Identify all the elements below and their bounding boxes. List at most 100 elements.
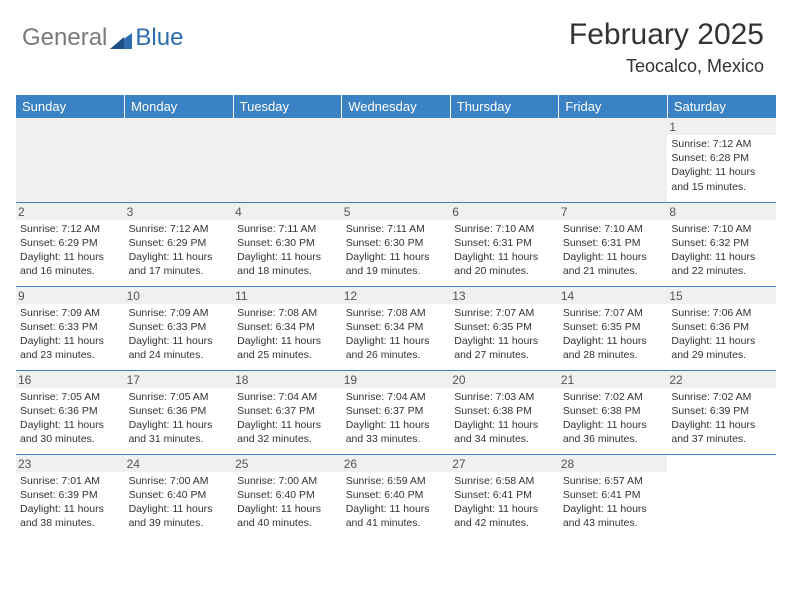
cell-line: Daylight: 11 hours [237, 502, 338, 516]
cell-line: Sunset: 6:29 PM [20, 236, 121, 250]
calendar-cell [667, 454, 776, 538]
day-header: Wednesday [342, 95, 451, 118]
cell-line: Sunrise: 7:02 AM [671, 390, 772, 404]
calendar-cell: 16Sunrise: 7:05 AMSunset: 6:36 PMDayligh… [16, 370, 125, 454]
cell-line: Sunset: 6:34 PM [346, 320, 447, 334]
calendar-cell [450, 118, 559, 202]
day-number: 13 [450, 287, 559, 304]
cell-line: and 19 minutes. [346, 264, 447, 278]
cell-line: and 37 minutes. [671, 432, 772, 446]
cell-line: and 26 minutes. [346, 348, 447, 362]
calendar-cell: 17Sunrise: 7:05 AMSunset: 6:36 PMDayligh… [125, 370, 234, 454]
day-number: 19 [342, 371, 451, 388]
calendar-cell: 21Sunrise: 7:02 AMSunset: 6:38 PMDayligh… [559, 370, 668, 454]
cell-line: Sunrise: 7:10 AM [563, 222, 664, 236]
cell-line: Sunset: 6:41 PM [454, 488, 555, 502]
cell-line: Sunset: 6:36 PM [671, 320, 772, 334]
cell-line: Sunrise: 7:08 AM [346, 306, 447, 320]
day-header: Tuesday [233, 95, 342, 118]
cell-line: and 24 minutes. [129, 348, 230, 362]
day-number: 2 [16, 203, 125, 220]
cell-line: Sunset: 6:30 PM [237, 236, 338, 250]
cell-line: Daylight: 11 hours [563, 334, 664, 348]
cell-line: and 31 minutes. [129, 432, 230, 446]
cell-line: Daylight: 11 hours [20, 502, 121, 516]
calendar-cell: 8Sunrise: 7:10 AMSunset: 6:32 PMDaylight… [667, 202, 776, 286]
day-number: 15 [667, 287, 776, 304]
cell-line: Sunrise: 7:09 AM [20, 306, 121, 320]
cell-line: Sunset: 6:29 PM [129, 236, 230, 250]
cell-line: Sunset: 6:40 PM [237, 488, 338, 502]
logo-text-blue: Blue [135, 24, 183, 52]
cell-line: and 25 minutes. [237, 348, 338, 362]
calendar-cell: 15Sunrise: 7:06 AMSunset: 6:36 PMDayligh… [667, 286, 776, 370]
day-header: Saturday [667, 95, 776, 118]
cell-line: Sunset: 6:35 PM [454, 320, 555, 334]
cell-line: Sunrise: 7:04 AM [237, 390, 338, 404]
cell-line: and 20 minutes. [454, 264, 555, 278]
day-number: 17 [125, 371, 234, 388]
cell-line: Sunrise: 7:02 AM [563, 390, 664, 404]
cell-line: and 38 minutes. [20, 516, 121, 530]
cell-line: and 34 minutes. [454, 432, 555, 446]
cell-line: and 16 minutes. [20, 264, 121, 278]
day-header-row: Sunday Monday Tuesday Wednesday Thursday… [16, 95, 776, 118]
cell-line: Daylight: 11 hours [671, 334, 772, 348]
cell-line: Daylight: 11 hours [20, 250, 121, 264]
calendar-cell [559, 118, 668, 202]
cell-line: and 29 minutes. [671, 348, 772, 362]
cell-line: Sunrise: 7:08 AM [237, 306, 338, 320]
cell-line: Daylight: 11 hours [671, 165, 772, 179]
calendar-cell: 24Sunrise: 7:00 AMSunset: 6:40 PMDayligh… [125, 454, 234, 538]
calendar-cell: 10Sunrise: 7:09 AMSunset: 6:33 PMDayligh… [125, 286, 234, 370]
calendar-cell: 19Sunrise: 7:04 AMSunset: 6:37 PMDayligh… [342, 370, 451, 454]
sail-icon [110, 31, 132, 49]
calendar-cell: 1Sunrise: 7:12 AMSunset: 6:28 PMDaylight… [667, 118, 776, 202]
day-header: Sunday [16, 95, 125, 118]
cell-line: Sunrise: 7:10 AM [671, 222, 772, 236]
cell-line: Sunrise: 6:58 AM [454, 474, 555, 488]
cell-line: Sunset: 6:33 PM [129, 320, 230, 334]
cell-line: Sunrise: 7:00 AM [129, 474, 230, 488]
cell-line: Sunset: 6:38 PM [454, 404, 555, 418]
cell-line: and 27 minutes. [454, 348, 555, 362]
day-number: 7 [559, 203, 668, 220]
cell-line: Daylight: 11 hours [454, 334, 555, 348]
day-number: 27 [450, 455, 559, 472]
cell-line: Sunset: 6:36 PM [20, 404, 121, 418]
cell-line: Daylight: 11 hours [671, 418, 772, 432]
title-block: February 2025 Teocalco, Mexico [569, 18, 764, 77]
day-number: 24 [125, 455, 234, 472]
cell-line: and 18 minutes. [237, 264, 338, 278]
cell-line: and 28 minutes. [563, 348, 664, 362]
day-number: 11 [233, 287, 342, 304]
calendar-week: 9Sunrise: 7:09 AMSunset: 6:33 PMDaylight… [16, 286, 776, 370]
cell-line: Sunrise: 7:10 AM [454, 222, 555, 236]
cell-line: Sunrise: 7:09 AM [129, 306, 230, 320]
calendar-cell: 9Sunrise: 7:09 AMSunset: 6:33 PMDaylight… [16, 286, 125, 370]
calendar-cell: 6Sunrise: 7:10 AMSunset: 6:31 PMDaylight… [450, 202, 559, 286]
cell-line: Sunrise: 7:00 AM [237, 474, 338, 488]
cell-line: Daylight: 11 hours [346, 250, 447, 264]
cell-line: Sunrise: 7:03 AM [454, 390, 555, 404]
calendar-cell: 5Sunrise: 7:11 AMSunset: 6:30 PMDaylight… [342, 202, 451, 286]
cell-line: Sunrise: 7:05 AM [129, 390, 230, 404]
day-header: Monday [125, 95, 234, 118]
calendar-cell: 11Sunrise: 7:08 AMSunset: 6:34 PMDayligh… [233, 286, 342, 370]
cell-line: Sunrise: 7:07 AM [454, 306, 555, 320]
header: General Blue February 2025 Teocalco, Mex… [0, 0, 792, 85]
calendar-cell: 7Sunrise: 7:10 AMSunset: 6:31 PMDaylight… [559, 202, 668, 286]
calendar-cell: 22Sunrise: 7:02 AMSunset: 6:39 PMDayligh… [667, 370, 776, 454]
cell-line: Daylight: 11 hours [129, 250, 230, 264]
cell-line: Sunset: 6:40 PM [129, 488, 230, 502]
calendar-cell: 25Sunrise: 7:00 AMSunset: 6:40 PMDayligh… [233, 454, 342, 538]
cell-line: Daylight: 11 hours [454, 502, 555, 516]
calendar-cell: 4Sunrise: 7:11 AMSunset: 6:30 PMDaylight… [233, 202, 342, 286]
cell-line: Daylight: 11 hours [563, 502, 664, 516]
day-number: 16 [16, 371, 125, 388]
cell-line: Sunset: 6:40 PM [346, 488, 447, 502]
logo-text-general: General [22, 24, 107, 52]
day-number: 1 [667, 118, 776, 135]
cell-line: Sunset: 6:37 PM [237, 404, 338, 418]
day-number: 21 [559, 371, 668, 388]
